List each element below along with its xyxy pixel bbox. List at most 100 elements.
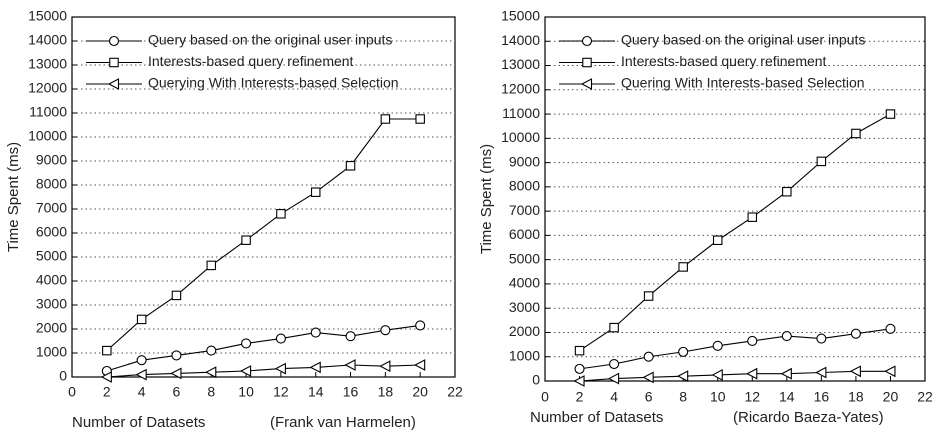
legend-marker [582,57,592,68]
x-tick-label: 8 [679,389,687,405]
y-tick-label: 14000 [28,32,67,48]
data-point [850,328,861,339]
data-point [414,359,426,371]
y-tick-label: 2000 [36,320,67,336]
legend-marker [581,35,593,47]
x-tick-label: 12 [273,384,289,400]
data-point [206,260,217,271]
x-tick-label: 4 [138,384,146,400]
legend-label: Quering With Interests-based Selection [621,75,865,91]
y-tick-label: 2000 [509,323,540,339]
y-tick-label: 1000 [36,344,67,360]
data-point [574,363,585,374]
legend-label: Querying With Interests-based Selection [148,75,399,91]
y-tick-label: 10000 [501,129,540,145]
y-tick-label: 6000 [36,224,67,240]
data-point [206,345,217,356]
annotation: (Ricardo Baeza-Yates) [733,409,884,426]
data-point [849,365,861,378]
data-point [239,365,252,377]
legend-marker [109,57,119,68]
y-tick-label: 10000 [28,128,67,144]
y-tick-label: 11000 [502,105,540,121]
plot-frame [71,16,456,378]
data-point [747,212,758,222]
y-tick-label: 12000 [28,80,67,96]
data-point [885,323,896,334]
x-tick-label: 2 [103,384,111,400]
y-tick-label: 15000 [28,8,67,24]
data-point [851,128,861,139]
x-tick-label: 6 [645,389,653,405]
data-point [677,370,689,383]
x-tick-label: 22 [917,389,933,405]
chart: 0100020003000400050006000700080009000100… [478,8,933,426]
data-point [276,209,286,219]
x-tick-label: 6 [173,384,181,400]
data-point [746,367,758,380]
x-axis-label: Number of Datasets [530,409,663,426]
data-point [136,355,147,366]
y-tick-label: 3000 [36,296,67,312]
y-tick-label: 0 [59,368,67,384]
x-tick-label: 0 [541,389,549,405]
x-tick-label: 18 [848,389,864,405]
data-point [102,345,112,356]
data-point [782,186,792,197]
data-point [275,333,286,344]
x-tick-label: 14 [779,389,795,405]
x-tick-label: 20 [883,389,899,405]
x-axis-label: Number of Datasets [72,414,205,431]
data-point [884,365,896,378]
data-point [780,367,792,380]
annotation: (Frank van Harmelen) [270,414,416,431]
y-axis-label: Time Spent (ms) [5,142,22,252]
x-tick-label: 22 [447,384,463,400]
data-point [712,340,723,351]
data-point [573,375,585,387]
series-line [579,328,891,370]
data-point [171,350,182,361]
y-tick-label: 0 [532,372,540,388]
legend-label: Query based on the original user inputs [148,32,392,48]
series-line [579,113,891,352]
data-point [100,371,112,383]
x-tick-label: 10 [710,389,726,405]
legend-label: Interests-based query refinement [621,53,827,69]
plot-frame [544,16,926,382]
legend-marker [108,35,120,47]
y-tick-label: 4000 [509,275,540,291]
data-point [678,346,689,357]
data-point [642,371,654,384]
data-point [415,320,426,331]
data-point [274,362,286,375]
legend-label: Query based on the original user inputs [621,32,865,48]
y-tick-label: 8000 [509,178,540,194]
x-tick-label: 4 [610,389,618,405]
data-point [816,333,827,344]
x-tick-label: 16 [814,389,830,405]
data-point [712,235,723,246]
y-tick-label: 12000 [501,81,540,97]
y-tick-label: 7000 [509,202,540,218]
data-point [678,262,688,272]
series-line [106,118,421,352]
data-point [380,325,391,336]
data-point [171,290,182,301]
y-tick-label: 11000 [29,104,67,120]
data-point [241,338,252,349]
x-tick-label: 10 [238,384,254,400]
data-point [241,235,251,245]
y-tick-label: 15000 [501,8,540,24]
data-point [345,161,356,171]
y-tick-label: 13000 [501,56,540,72]
y-tick-label: 9000 [36,152,67,168]
y-tick-label: 8000 [36,176,67,192]
data-point [345,331,356,342]
x-tick-label: 20 [412,384,428,400]
data-point [747,335,758,347]
legend-marker [107,78,120,90]
series-line [106,364,421,378]
y-tick-label: 9000 [509,153,540,169]
